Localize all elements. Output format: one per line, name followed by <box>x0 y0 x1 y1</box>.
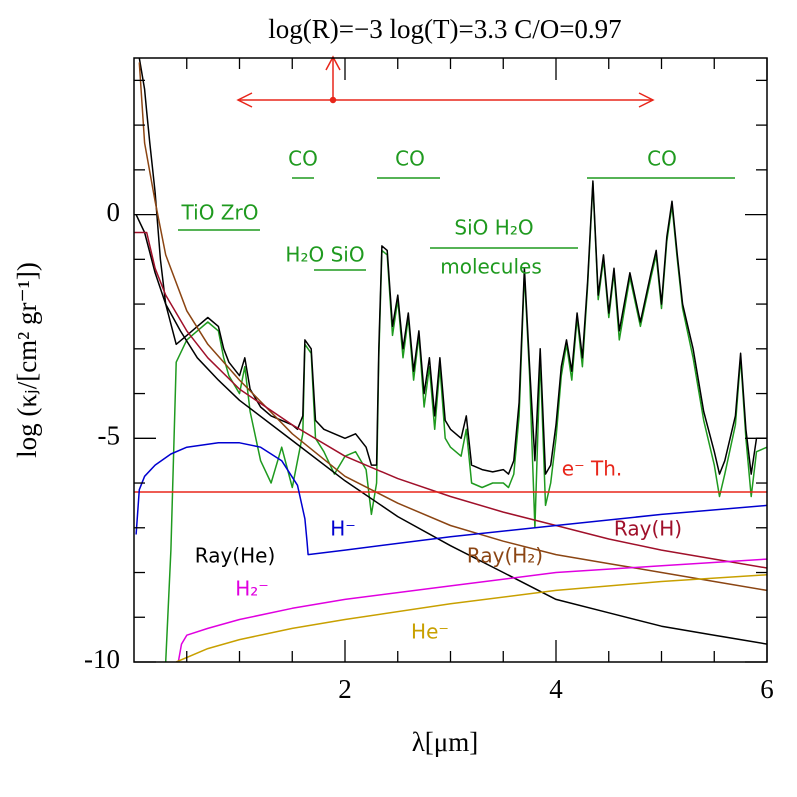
y-axis-label: log (κⱼ/[cm² gr⁻¹]) <box>12 262 42 458</box>
series-line <box>175 574 767 662</box>
series-label: molecules <box>440 255 542 279</box>
chart-title: log(R)=−3 log(T)=3.3 C/O=0.97 <box>268 14 621 44</box>
series-label: Ray(H) <box>614 517 682 541</box>
series-line <box>177 558 767 662</box>
annotation: CO <box>395 147 425 171</box>
annotation: TiO ZrO <box>181 201 259 225</box>
series-label: e⁻ Th. <box>562 457 622 481</box>
series-line <box>138 58 767 475</box>
series-line <box>134 231 767 569</box>
x-tick-label: 4 <box>549 674 563 704</box>
series-label: He⁻ <box>411 620 449 644</box>
series-line <box>135 214 767 645</box>
band-lines <box>178 177 735 271</box>
x-tick-label: 2 <box>338 674 352 704</box>
y-tick-label: 0 <box>107 197 121 227</box>
series-label: H₂⁻ <box>235 577 269 601</box>
y-tick-label: -5 <box>98 420 121 450</box>
x-tick-label: 6 <box>760 674 774 704</box>
annotation: CO <box>288 147 318 171</box>
y-tick-label: -10 <box>84 644 120 674</box>
red-arrow <box>236 55 655 108</box>
annotation: H₂O SiO <box>285 243 364 267</box>
series-line <box>135 442 767 556</box>
annotation: CO <box>647 147 677 171</box>
series-label: Ray(He) <box>195 544 276 568</box>
series-label: Ray(H₂) <box>467 544 543 568</box>
series-line <box>138 62 767 592</box>
x-axis-label: λ[μm] <box>412 727 479 757</box>
series-line <box>164 182 767 662</box>
plot-area <box>134 58 767 662</box>
series-label: H⁻ <box>330 517 356 541</box>
annotation: SiO H₂O <box>454 216 533 240</box>
